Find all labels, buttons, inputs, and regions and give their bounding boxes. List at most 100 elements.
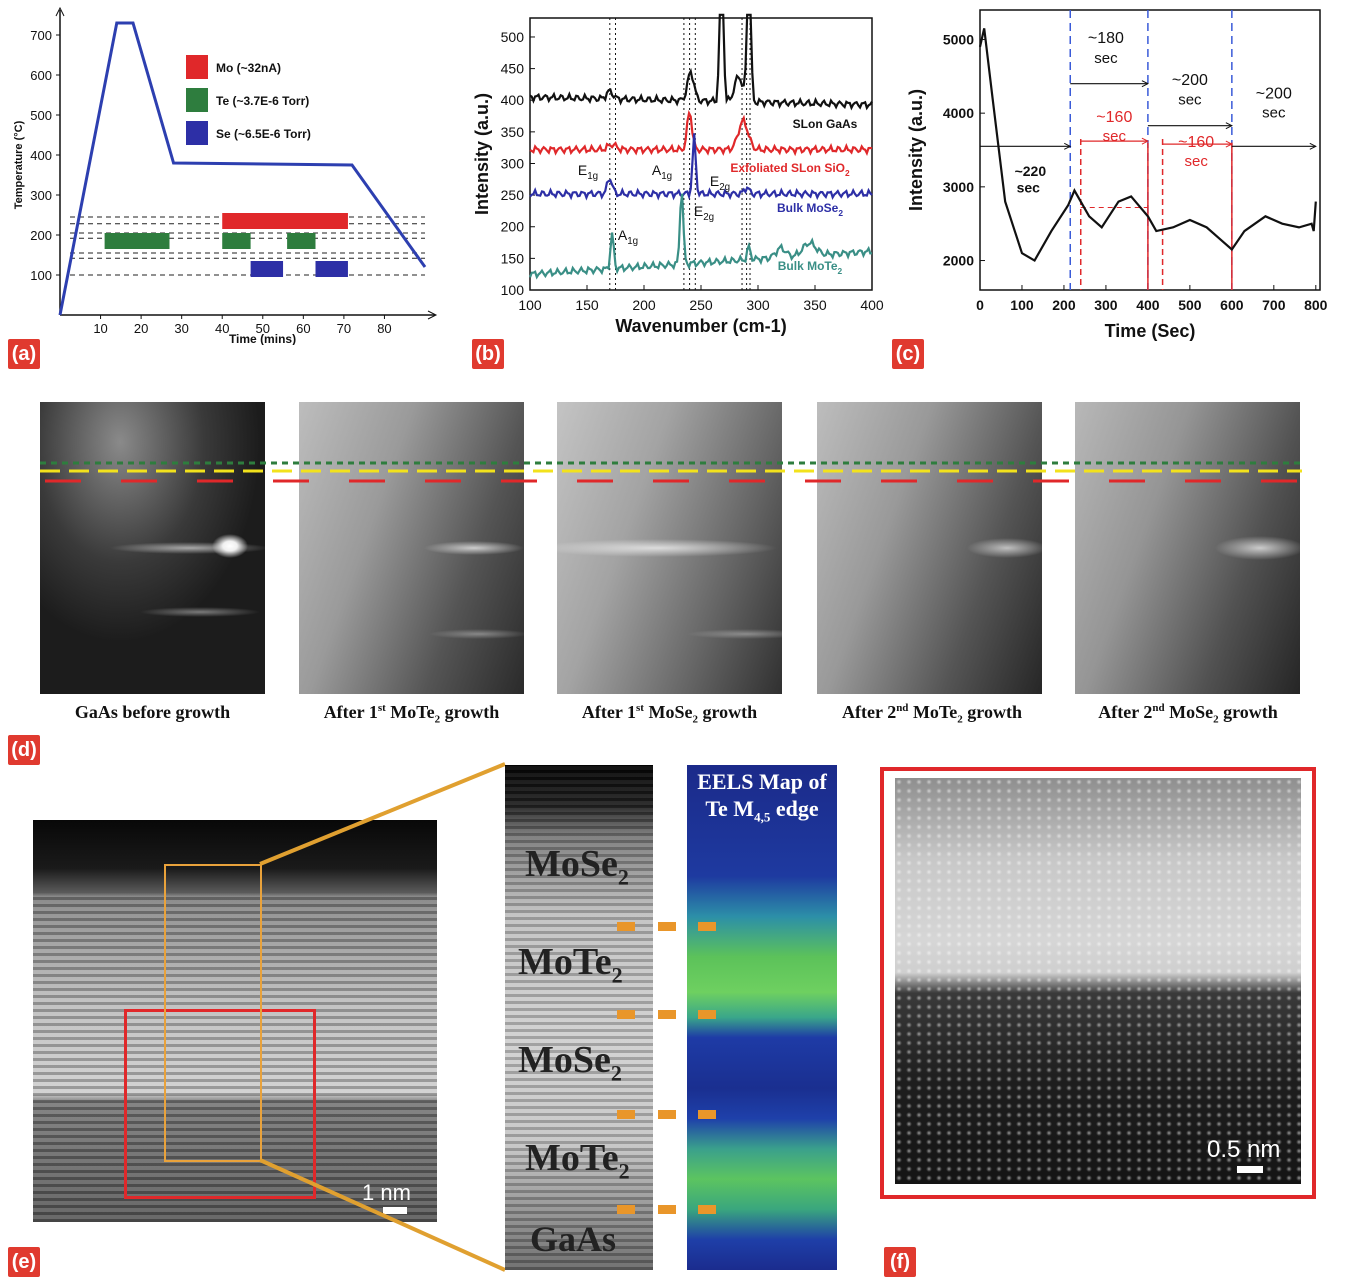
spectrum-line-4 [528,193,873,280]
eels-title: EELS Map of Te M4,5 edge [689,768,835,830]
y-axis-arrow [55,6,65,17]
x-tick-label: 700 [1262,297,1286,313]
rheed-caption-5: After 2nd MoSe2 growth [1098,702,1278,726]
arrow-200-head [1225,122,1233,130]
x-axis-title: Time (Sec) [1105,321,1196,341]
panel-label-b: (b) [472,339,504,369]
intensity-trace [978,28,1317,263]
x-tick-label: 400 [1136,297,1160,313]
x-tick-label: 600 [1220,297,1244,313]
layer-label-5: GaAs [530,1219,617,1259]
x-tick-label: 100 [1010,297,1034,313]
y-axis-title: Temperature (°C) [13,120,25,209]
annotation-220-unit: sec [1017,180,1041,196]
legend-swatch [186,88,208,112]
arrow-220-head [1064,142,1072,150]
x-axis-title: Wavenumber (cm-1) [615,316,786,336]
chart-a: 100 200 300 400 500 600 700 10 20 30 40 50 60 70 80 Tim… [13,6,438,345]
shutter-bar-se [250,261,284,277]
y-tick-label: 3000 [943,179,974,195]
red-roi-box [124,1009,316,1199]
x-tick-label: 100 [518,297,542,313]
layer-label-3: MoSe2 [518,1039,622,1086]
annotation-220: ~220 [1015,163,1047,179]
interface-markers [617,922,716,1214]
chart-c: 2000 3000 4000 5000 0 100 200 300 400 500 600 700 80… [906,9,1328,341]
peak-label-e1g: E1g [578,162,598,182]
series-label-sio2: Exfoliated SLon SiO2 [730,161,850,178]
arrow-180-head [1141,80,1150,88]
annotation-200-end-unit: sec [1262,105,1286,122]
y-axis-title: Intensity (a.u.) [906,89,926,211]
stem-scale-bar-e [383,1207,407,1214]
arrow-200-end-head [1309,142,1317,150]
layer-label-4: MoTe2 [525,1137,630,1184]
y-tick-label: 150 [501,250,525,266]
stem-scale-label-e: 1 nm [362,1180,411,1205]
annotation-200-end: ~200 [1256,85,1292,102]
annotation-160-b: ~160 [1178,134,1214,151]
annotation-200-unit: sec [1178,91,1202,108]
x-tick-label: 30 [174,321,188,336]
y-tick-label: 2000 [943,253,974,269]
panel-label-d: (d) [8,735,40,765]
y-tick-label: 350 [501,124,525,140]
x-axis-arrow [427,310,438,320]
peak-label-e2g-lower: E2g [694,203,714,223]
y-tick-label: 500 [30,108,52,123]
series-label-gaas: SLon GaAs [793,117,858,131]
panel-label-a: (a) [8,339,40,369]
annotation-160-a: ~160 [1096,109,1132,126]
annotation-160-a-unit: sec [1103,128,1127,145]
x-tick-label: 300 [1094,297,1118,313]
x-tick-label: 350 [803,297,827,313]
y-tick-label: 100 [30,268,52,283]
annotation-180: ~180 [1088,30,1124,47]
stem-scale-label-f: 0.5 nm [1207,1136,1281,1163]
series-label-mose2: Bulk MoSe2 [777,201,843,218]
legend-label: Te (~3.7E-6 Torr) [216,94,309,108]
layer-label-2: MoTe2 [518,941,623,988]
y-tick-label: 100 [501,282,525,298]
panel-label-c: (c) [892,339,924,369]
arrow-160-b-head [1225,140,1233,148]
y-tick-label: 400 [501,92,525,108]
temperature-profile-line [58,21,427,316]
x-axis-title: Time (mins) [229,332,296,345]
shutter-bar-mo [222,213,348,229]
x-tick-label: 70 [337,321,351,336]
x-tick-label: 150 [575,297,599,313]
rheed-image-5 [1075,402,1300,694]
y-tick-label: 200 [30,228,52,243]
shutter-bar-te [287,233,316,249]
x-tick-label: 200 [1052,297,1076,313]
x-tick-label: 400 [860,297,884,313]
rheed-image-1 [40,402,265,694]
y-tick-label: 250 [501,187,525,203]
stem-detail-image [895,778,1301,1184]
rheed-reference-lines [40,461,1302,483]
panel-label-e: (e) [8,1247,40,1277]
x-tick-label: 0 [976,297,984,313]
x-tick-label: 800 [1304,297,1328,313]
layer-label-1: MoSe2 [525,843,629,890]
panel-label-f: (f) [884,1247,916,1277]
shutter-bar-te [222,233,251,249]
spectrum-line-1 [529,13,873,111]
x-tick-label: 10 [93,321,107,336]
zoom-connector-lines [259,762,506,1272]
arrow-160-a-head [1141,137,1150,145]
x-tick-label: 50 [256,321,270,336]
peak-label-a1g-lower: A1g [618,227,638,247]
y-tick-label: 600 [30,68,52,83]
y-tick-label: 300 [30,188,52,203]
stem-scale-bar-f [1237,1166,1263,1173]
y-tick-label: 450 [501,61,525,77]
annotation-180-unit: sec [1094,50,1118,67]
legend-label: Se (~6.5E-6 Torr) [216,127,311,141]
spectrum-line-3 [529,133,873,201]
y-tick-label: 400 [30,148,52,163]
y-tick-label: 700 [30,28,52,43]
shutter-bar-se [315,261,348,277]
chart-b: 100 150 200 250 300 350 400 450 500 100 150 200 250 3… [472,13,884,336]
